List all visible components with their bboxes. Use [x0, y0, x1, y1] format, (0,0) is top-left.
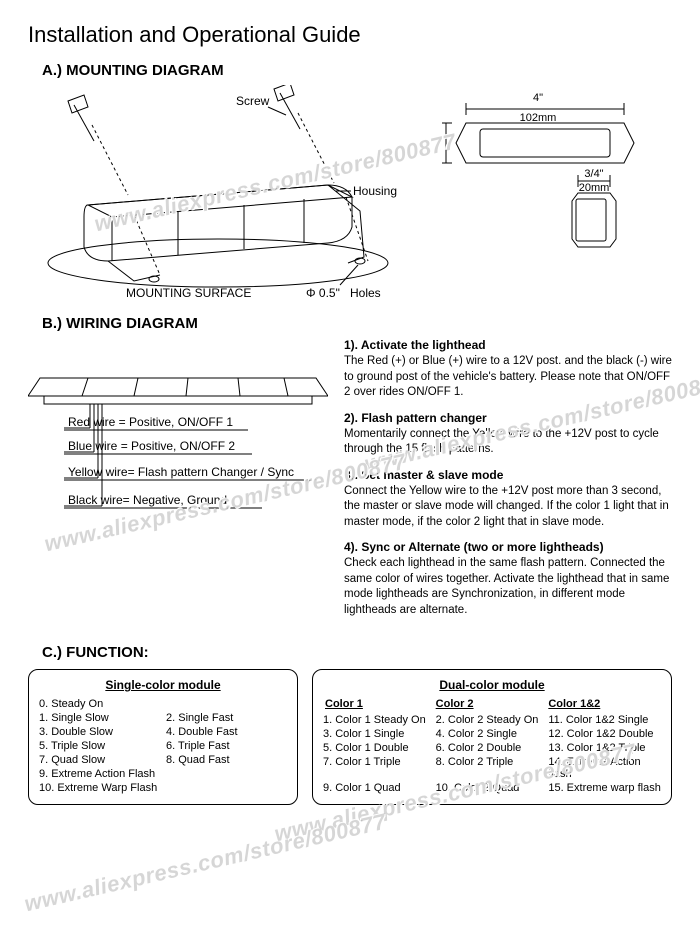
single-color-box: Single-color module 0. Steady On 1. Sing… [28, 669, 298, 805]
dual-col-h2: Color 2 [436, 698, 549, 710]
wire-yellow: Yellow wire= Flash pattern Changer / Syn… [68, 465, 294, 479]
dim-width-mm: 102mm [520, 112, 557, 124]
dim-width-in: 4" [533, 93, 543, 104]
section-c-header: C.) FUNCTION: [42, 644, 672, 661]
dual-item: 2. Color 2 Steady On [436, 714, 549, 726]
label-surface: MOUNTING SURFACE [126, 286, 251, 300]
single-item: 4. Double Fast [166, 726, 287, 738]
dual-color-box: Dual-color module Color 1 Color 2 Color … [312, 669, 672, 805]
step-1-title: 1). Activate the lighthead [344, 338, 672, 352]
wire-red: Red wire = Positive, ON/OFF 1 [68, 415, 233, 429]
single-item: 1. Single Slow [39, 712, 160, 724]
step-2-title: 2). Flash pattern changer [344, 411, 672, 425]
dual-item: 13. Color 1&2 Triple [548, 742, 661, 754]
dual-item: 10. Color 2 Quad [436, 782, 549, 794]
step-3-body: Connect the Yellow wire to the +12V post… [344, 484, 672, 531]
dual-item: 12. Color 1&2 Double [548, 728, 661, 740]
step-4-body: Check each lighthead in the same flash p… [344, 556, 672, 618]
label-hole-dia: Φ 0.5" [306, 286, 340, 300]
mounting-left-svg: Screw Housing MOUNTING SURFACE Φ 0.5" Ho… [28, 85, 408, 305]
dual-item: 14. Extreme Action flash [548, 756, 661, 780]
single-item: 10. Extreme Warp Flash [39, 782, 287, 794]
mounting-diagram: Screw Housing MOUNTING SURFACE Φ 0.5" Ho… [28, 85, 672, 305]
step-2-body: Momentarily connect the Yellow wire to t… [344, 427, 672, 458]
dual-item: 1. Color 1 Steady On [323, 714, 436, 726]
label-housing: Housing [353, 184, 397, 198]
step-1-body: The Red (+) or Blue (+) wire to a 12V po… [344, 354, 672, 401]
wiring-diagram-svg: Red wire = Positive, ON/OFF 1 Blue wire … [28, 368, 328, 548]
single-item: 8. Quad Fast [166, 754, 287, 766]
dual-item: 11. Color 1&2 Single [548, 714, 661, 726]
dual-item: 15. Extreme warp flash [548, 782, 661, 794]
dim-depth-in: 3/4" [584, 168, 603, 180]
single-item: 0. Steady On [39, 698, 287, 710]
wire-black: Black wire= Negative, Ground [68, 493, 227, 507]
single-title: Single-color module [39, 678, 287, 692]
label-holes: Holes [350, 286, 381, 300]
label-screw: Screw [236, 94, 270, 108]
mounting-right-svg: 4" 102mm 1.4" 35.5mm 3/4" 20mm [438, 93, 688, 293]
section-a-header: A.) MOUNTING DIAGRAM [42, 62, 672, 79]
watermark: www.aliexpress.com/store/800877 [22, 809, 389, 918]
wiring-steps: 1). Activate the lighthead The Red (+) or… [328, 338, 672, 628]
dual-item: 8. Color 2 Triple [436, 756, 549, 780]
dim-depth-mm: 20mm [579, 182, 610, 194]
dual-col-h3: Color 1&2 [548, 698, 661, 710]
single-item: 3. Double Slow [39, 726, 160, 738]
dual-item: 7. Color 1 Triple [323, 756, 436, 780]
dual-item: 9. Color 1 Quad [323, 782, 436, 794]
dual-col-h1: Color 1 [323, 698, 436, 710]
single-item: 7. Quad Slow [39, 754, 160, 766]
step-3-title: 3). Set master & slave mode [344, 468, 672, 482]
single-item: 5. Triple Slow [39, 740, 160, 752]
wire-blue: Blue wire = Positive, ON/OFF 2 [68, 439, 235, 453]
single-item: 9. Extreme Action Flash [39, 768, 287, 780]
step-4-title: 4). Sync or Alternate (two or more light… [344, 540, 672, 554]
dual-item: 5. Color 1 Double [323, 742, 436, 754]
page-title: Installation and Operational Guide [28, 22, 672, 48]
dual-item: 6. Color 2 Double [436, 742, 549, 754]
dual-item: 4. Color 2 Single [436, 728, 549, 740]
single-item: 6. Triple Fast [166, 740, 287, 752]
single-item: 2. Single Fast [166, 712, 287, 724]
dual-title: Dual-color module [323, 678, 661, 692]
dual-item: 3. Color 1 Single [323, 728, 436, 740]
section-b-header: B.) WIRING DIAGRAM [42, 315, 672, 332]
